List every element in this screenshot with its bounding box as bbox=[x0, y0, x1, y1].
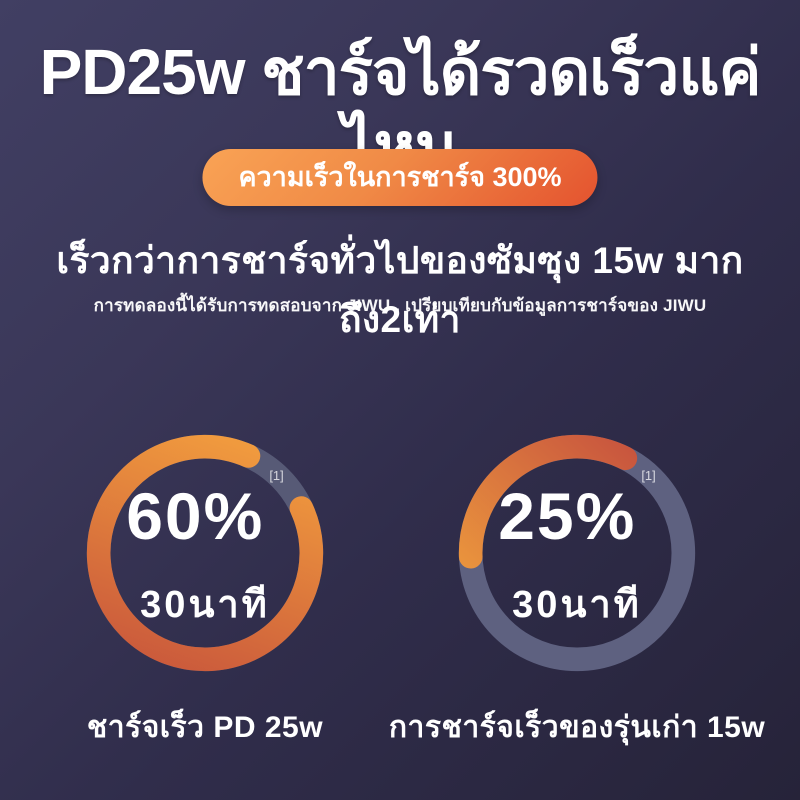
percent-value: 60%[1] bbox=[77, 469, 333, 549]
percent-number: 25% bbox=[498, 479, 637, 553]
footnote-marker: [1] bbox=[269, 468, 284, 483]
donut-ring-icon bbox=[458, 434, 696, 672]
gauge-pd25w: 60%[1] 30นาที bbox=[77, 425, 333, 681]
page-title: PD25w ชาร์จได้รวดเร็วแค่ไหน bbox=[39, 36, 762, 182]
gauge-caption-pd25w: ชาร์จเร็ว PD 25w bbox=[86, 711, 324, 744]
ring-progress-arc bbox=[86, 434, 324, 672]
duration-label: 30นาที bbox=[512, 584, 642, 626]
gauge-caption-15w: การชาร์จเร็วของรุ่นเก่า 15w bbox=[388, 711, 766, 744]
donut-ring-icon bbox=[86, 434, 324, 672]
duration-label: 30นาที bbox=[140, 584, 270, 626]
gauge-15w: 25%[1] 30นาที bbox=[449, 425, 705, 681]
percent-value: 25%[1] bbox=[449, 469, 705, 549]
percent-number: 60% bbox=[126, 479, 265, 553]
charge-speed-badge: ความเร็วในการชาร์จ 300% bbox=[202, 149, 598, 206]
ring-progress-arc bbox=[458, 434, 696, 672]
comparison-subtitle: เร็วกว่าการชาร์จทั่วไปของซัมซุง 15w มากถ… bbox=[56, 240, 744, 340]
charge-speed-badge-label: ความเร็วในการชาร์จ 300% bbox=[238, 162, 562, 192]
footnote-marker: [1] bbox=[641, 468, 656, 483]
test-disclaimer: การทดลองนี้ได้รับการทดสอบจาก JIWU , เปรี… bbox=[93, 296, 707, 315]
